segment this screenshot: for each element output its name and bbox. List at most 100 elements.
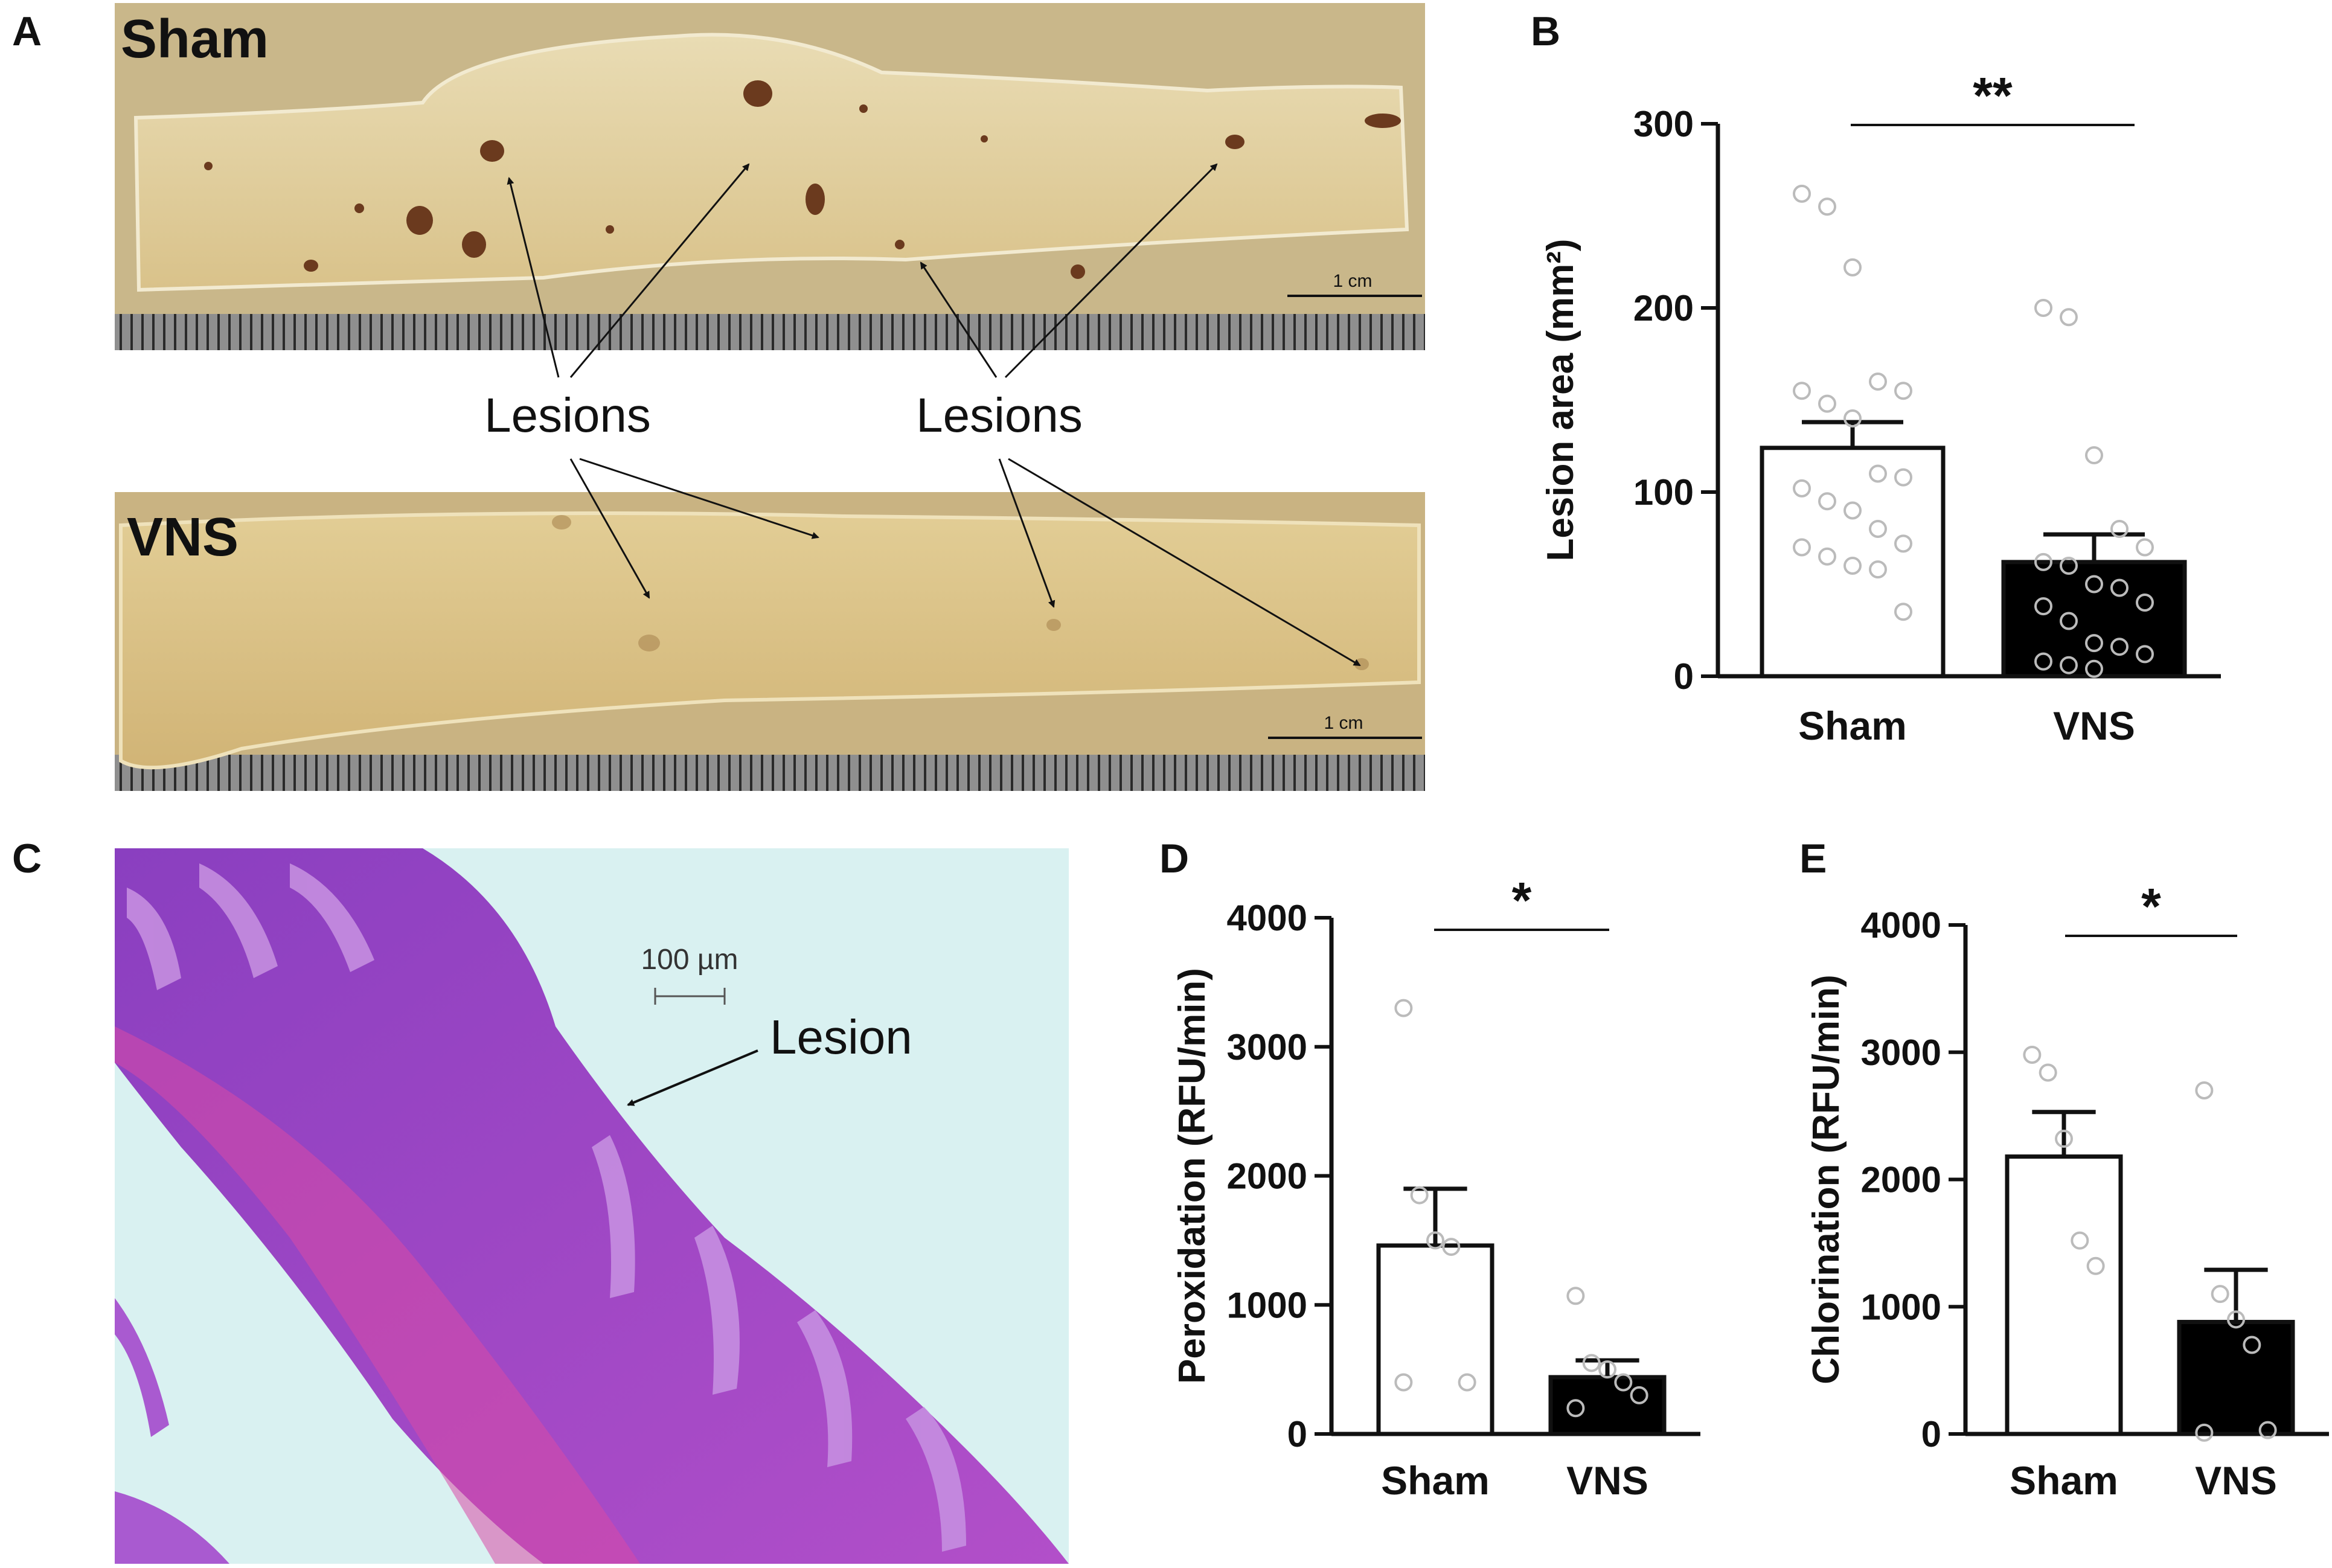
data-point [2258,1421,2277,1439]
lesion-label-c: Lesion [770,1010,912,1064]
annotation-arrows-a [507,163,1361,667]
y-tick-label: 200 [1633,288,1694,328]
data-point [2086,1256,2105,1275]
data-point [1614,1373,1633,1392]
bar-vns [1548,1375,1667,1436]
data-point [1793,382,1811,400]
y-tick-label: 0 [1921,1414,1941,1454]
tissue-vns [119,511,1421,770]
panel-letter-b: B [1531,8,1560,54]
data-point [1458,1373,1476,1392]
panel-a: A 1 cm [12,3,1425,791]
y-tick-label: 0 [1674,656,1694,697]
data-point [1566,1399,1585,1418]
y-axis-label: Lesion area (mm²) [1540,238,1581,561]
data-point [2085,659,2103,678]
bar-vns [2001,560,2187,679]
data-point [1598,1360,1616,1379]
lesions-label-left: Lesions [484,388,651,442]
data-point [2034,597,2052,616]
y-tick-label: 3000 [1227,1027,1307,1067]
x-category-label: Sham [1798,703,1907,748]
label-vns-photo: VNS [127,507,239,568]
data-point [2071,1231,2089,1250]
data-point [2136,645,2154,664]
chart-panel-d: D 0 1000 2000 3000 4000 Peroxidation (RFU/min… [1159,836,1700,1503]
bar-sham [1376,1243,1494,1436]
data-point [1818,547,1836,566]
bar-sham [2005,1154,2123,1436]
bar-vns [2177,1320,2295,1436]
scale-label-top: 1 cm [1333,271,1372,291]
data-point [1410,1186,1429,1205]
data-point [1869,560,1887,579]
data-point [1582,1354,1601,1372]
data-point [2195,1423,2214,1442]
data-point [1793,184,1811,203]
y-tick-label: 2000 [1227,1156,1307,1197]
chart-panel-e: E 0 1000 2000 3000 4000 Chlorination (RFU/min… [1799,836,2329,1503]
chart-panel-b: B 0 100 200 300 Lesion area (mm²) Sham VNS ** [1531,8,2221,748]
photo-sham-colon: 1 cm Sham [115,3,1425,350]
data-point [2034,552,2052,571]
significance-stars: * [2141,878,2161,935]
lesions-label-right: Lesions [916,388,1083,442]
data-point [1793,479,1811,498]
y-tick-label: 1000 [1227,1285,1307,1325]
data-point [1843,501,1862,520]
y-axis-label: Peroxidation (RFU/min) [1171,968,1213,1384]
data-point [2034,299,2052,317]
data-point [2085,634,2103,653]
data-point [1894,382,1912,400]
data-point [2110,520,2129,538]
data-point [1869,373,1887,391]
data-point [2110,578,2129,597]
panel-letter-a: A [12,8,42,54]
y-tick-label: 4000 [1861,905,1941,946]
data-point [2085,446,2103,464]
scale-label-bottom: 1 cm [1324,713,1363,733]
data-point [1630,1386,1648,1404]
data-point [2085,575,2103,594]
data-point [1566,1287,1585,1305]
lesion-spots-sham [204,80,1401,279]
data-point [1818,492,1836,511]
y-axis-label: Chlorination (RFU/min) [1805,974,1847,1384]
data-point [2023,1045,2042,1064]
x-category-label: VNS [2195,1458,2277,1503]
data-point [2136,594,2154,612]
data-point [2060,656,2078,674]
data-point [1818,394,1836,413]
data-point [1818,197,1836,216]
scale-label-c: 100 µm [641,944,738,976]
data-point [1843,409,1862,427]
data-point [1894,468,1912,487]
y-tick-label: 0 [1287,1414,1307,1454]
data-point [1843,557,1862,575]
data-point [1894,534,1912,553]
data-point [2211,1285,2229,1304]
ruler-top [115,314,1425,350]
lesion-arrow-c [627,1049,758,1106]
panel-letter-d: D [1159,836,1189,882]
x-category-label: Sham [1381,1458,1490,1503]
data-point [2034,652,2052,671]
data-point [1394,999,1413,1017]
label-sham-photo: Sham [121,9,269,69]
data-point [1894,603,1912,621]
ruler-bottom [115,755,1425,791]
panel-letter-e: E [1799,836,1827,882]
data-point [1869,464,1887,483]
x-category-label: Sham [2010,1458,2118,1503]
y-tick-label: 1000 [1861,1287,1941,1327]
y-tick-label: 2000 [1861,1160,1941,1200]
data-point [1426,1231,1444,1250]
y-tick-label: 300 [1633,104,1694,144]
y-tick-label: 3000 [1861,1032,1941,1073]
data-point [1843,258,1862,277]
bar-sham [1760,446,1946,679]
x-category-label: VNS [1566,1458,1648,1503]
data-point [2195,1081,2214,1099]
data-point [2055,1130,2073,1148]
